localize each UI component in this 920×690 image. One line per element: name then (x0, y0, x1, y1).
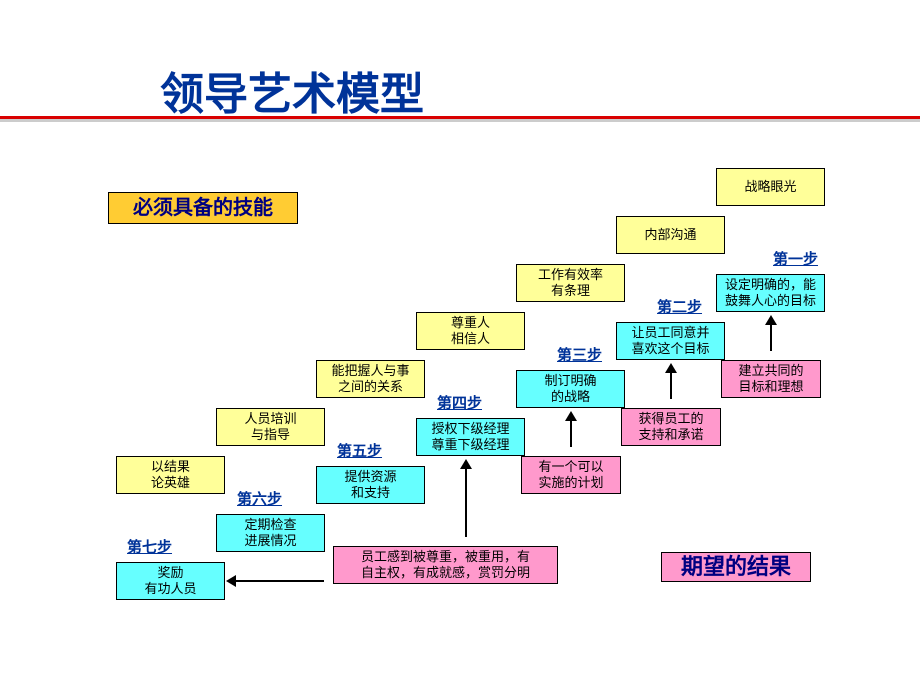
pink-box-3: 员工感到被尊重，被重用，有 自主权，有成就感，赏罚分明 (333, 546, 558, 584)
arrow-left-0 (234, 580, 324, 582)
pink-box-1: 获得员工的 支持和承诺 (621, 408, 721, 446)
step-label-6: 第七步 (127, 536, 172, 557)
skills-label: 必须具备的技能 (108, 192, 298, 224)
arrow-up-3 (465, 467, 467, 537)
yellow-box-6: 以结果 论英雄 (116, 456, 225, 494)
yellow-box-4: 能把握人与事 之间的关系 (316, 360, 425, 398)
pink-box-0: 建立共同的 目标和理想 (721, 360, 821, 398)
cyan-box-4: 提供资源 和支持 (316, 466, 425, 504)
arrow-up-2 (570, 419, 572, 447)
divider-shadow (0, 119, 920, 122)
step-label-0: 第一步 (773, 248, 818, 269)
cyan-box-0: 设定明确的，能 鼓舞人心的目标 (716, 274, 825, 312)
step-label-4: 第五步 (337, 440, 382, 461)
arrow-up-0 (770, 323, 772, 351)
cyan-box-5: 定期检查 进展情况 (216, 514, 325, 552)
cyan-box-3: 授权下级经理 尊重下级经理 (416, 418, 525, 456)
cyan-box-2: 制订明确 的战略 (516, 370, 625, 408)
yellow-box-1: 内部沟通 (616, 216, 725, 254)
divider-line (0, 116, 920, 119)
pink-box-2: 有一个可以 实施的计划 (521, 456, 621, 494)
step-label-3: 第四步 (437, 392, 482, 413)
yellow-box-2: 工作有效率 有条理 (516, 264, 625, 302)
result-label: 期望的结果 (661, 552, 811, 582)
cyan-box-1: 让员工同意并 喜欢这个目标 (616, 322, 725, 360)
step-label-1: 第二步 (657, 296, 702, 317)
step-label-2: 第三步 (557, 344, 602, 365)
arrow-up-1 (670, 371, 672, 399)
step-label-5: 第六步 (237, 488, 282, 509)
cyan-box-6: 奖励 有功人员 (116, 562, 225, 600)
yellow-box-3: 尊重人 相信人 (416, 312, 525, 350)
yellow-box-5: 人员培训 与指导 (216, 408, 325, 446)
yellow-box-0: 战略眼光 (716, 168, 825, 206)
slide-title: 领导艺术模型 (160, 58, 424, 122)
